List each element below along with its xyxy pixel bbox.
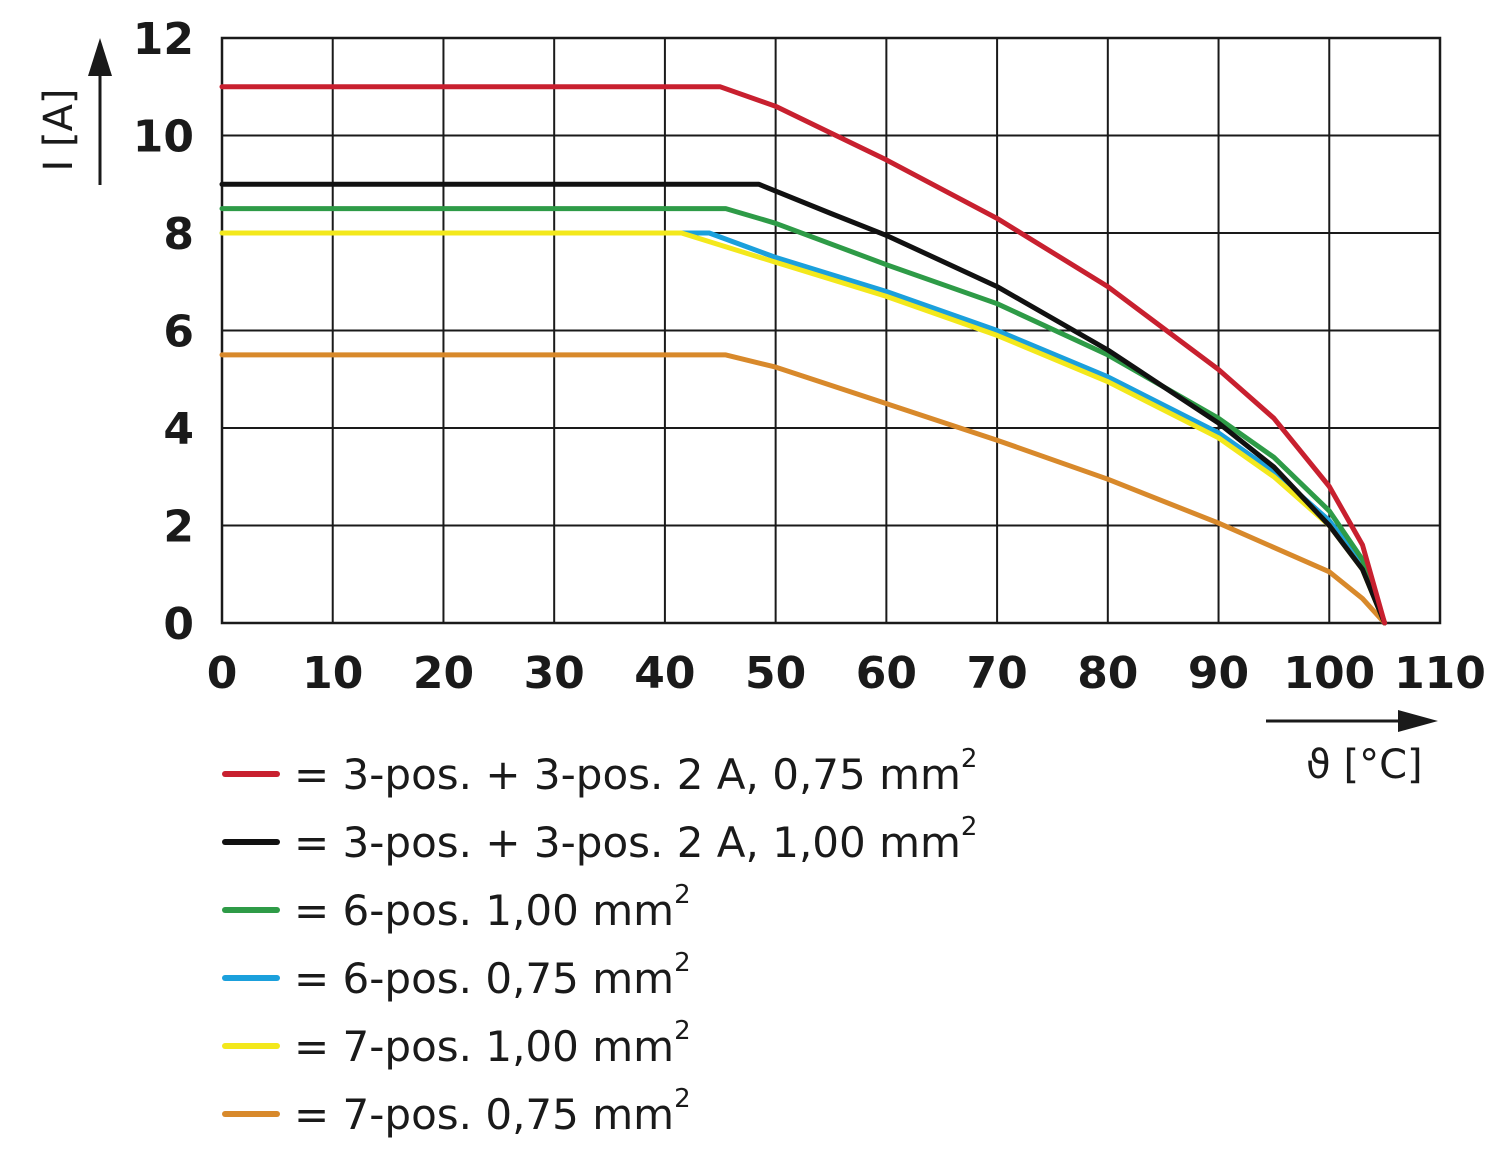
x-tick-label-8: 80 [1077,648,1138,699]
legend-item-1: = 3-pos. + 3-pos. 2 A, 1,00 mm2 [222,808,977,876]
y-tick-label-1: 2 [163,502,194,553]
legend-label-sup-0: 2 [960,743,978,774]
series-line-1 [219,181,1388,626]
x-tick-label-9: 90 [1188,648,1249,699]
x-axis-label: ϑ [°C] [1306,742,1423,788]
legend-swatch-4 [222,1043,280,1049]
legend-swatch-1 [222,839,280,845]
plot-frame [220,36,1442,625]
legend-label-sup-3: 2 [674,947,691,978]
legend-swatch-5 [222,1111,280,1117]
legend: = 3-pos. + 3-pos. 2 A, 0,75 mm2 = 3-pos. … [222,740,977,1148]
series-line-3 [219,230,1388,626]
x-tick-label-0: 0 [207,648,238,699]
x-axis-label-wrap: ϑ [°C] [1306,742,1423,788]
x-tick-label-3: 30 [524,648,585,699]
legend-label-text-3: = 6-pos. 0,75 mm [294,953,675,1003]
series-line-2 [219,206,1388,626]
legend-label-text-1: = 3-pos. + 3-pos. 2 A, 1,00 mm [294,817,961,867]
y-tick-label-5: 10 [133,112,194,163]
legend-swatch-3 [222,975,280,981]
x-tick-label-10: 100 [1283,648,1375,699]
y-axis-title: I [A] [36,38,112,185]
legend-label-2: = 6-pos. 1,00 mm2 [294,882,691,935]
legend-label-0: = 3-pos. + 3-pos. 2 A, 0,75 mm2 [294,746,977,799]
legend-item-3: = 6-pos. 0,75 mm2 [222,944,977,1012]
y-tick-label-6: 12 [133,14,194,65]
x-tick-labels: 0 10 20 30 40 50 60 70 80 90 100 110 [207,648,1486,699]
x-axis-arrow-head [1398,710,1438,732]
y-tick-label-3: 6 [163,307,194,358]
legend-label-3: = 6-pos. 0,75 mm2 [294,950,691,1003]
x-tick-label-4: 40 [634,648,695,699]
y-axis-label: I [A] [36,88,82,171]
legend-label-text-4: = 7-pos. 1,00 mm [294,1021,675,1071]
y-tick-label-4: 8 [163,209,194,260]
series-line-5 [219,352,1388,626]
series-line-0 [219,84,1388,626]
legend-swatch-2 [222,907,280,913]
legend-label-5: = 7-pos. 0,75 mm2 [294,1086,691,1139]
legend-label-sup-4: 2 [674,1015,691,1046]
legend-item-0: = 3-pos. + 3-pos. 2 A, 0,75 mm2 [222,740,977,808]
grid [220,36,1442,625]
chart: 0 10 20 30 40 50 60 70 80 90 100 110 0 2 4 6 8 10 12 I [A… [36,14,1486,732]
y-tick-labels: 0 2 4 6 8 10 12 [133,14,194,650]
legend-label-sup-2: 2 [674,879,691,910]
y-tick-label-2: 4 [163,404,194,455]
legend-label-text-5: = 7-pos. 0,75 mm [294,1089,675,1139]
x-axis-title [1266,710,1438,732]
y-axis-arrow-head [88,38,112,76]
x-tick-label-7: 70 [966,648,1027,699]
legend-item-4: = 7-pos. 1,00 mm2 [222,1012,977,1080]
x-tick-label-2: 20 [413,648,474,699]
legend-label-text-2: = 6-pos. 1,00 mm [294,885,675,935]
x-tick-label-5: 50 [745,648,806,699]
series-lines [219,84,1388,626]
legend-label-4: = 7-pos. 1,00 mm2 [294,1018,691,1071]
x-tick-label-11: 110 [1394,648,1486,699]
legend-label-text-0: = 3-pos. + 3-pos. 2 A, 0,75 mm [294,749,961,799]
x-tick-label-1: 10 [302,648,363,699]
legend-label-sup-1: 2 [960,811,978,842]
legend-label-1: = 3-pos. + 3-pos. 2 A, 1,00 mm2 [294,814,977,867]
legend-item-5: = 7-pos. 0,75 mm2 [222,1080,977,1148]
x-tick-label-6: 60 [856,648,917,699]
legend-item-2: = 6-pos. 1,00 mm2 [222,876,977,944]
legend-swatch-0 [222,771,280,777]
legend-label-sup-5: 2 [674,1083,691,1114]
y-tick-label-0: 0 [163,599,194,650]
